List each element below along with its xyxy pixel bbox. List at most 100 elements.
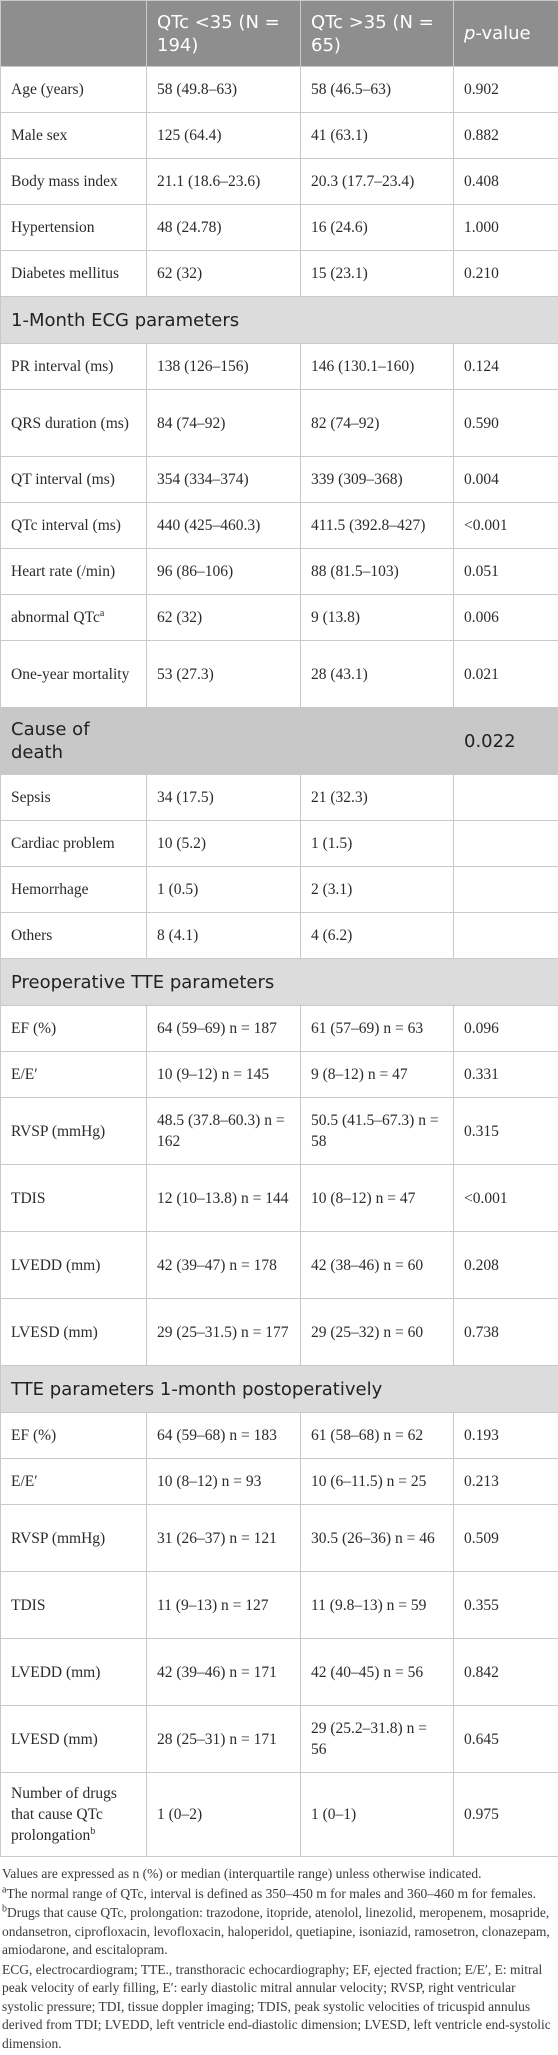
group-b-value-cell: 82 (74–92) xyxy=(300,389,454,457)
footnote-marker: a xyxy=(99,607,105,619)
footnote-text: Drugs that cause QTc, prolongation: traz… xyxy=(2,1905,550,1957)
table-row: E/E′ 10 (9–12) n = 145 9 (8–12) n = 47 0.33… xyxy=(0,1051,558,1098)
group-a-value-cell: 84 (74–92) xyxy=(146,389,301,457)
group-b-value-cell: 1 (0–1) xyxy=(300,1772,454,1857)
group-a-value-cell: 29 (25–31.5) n = 177 xyxy=(146,1298,301,1366)
table-row: Sepsis 34 (17.5) 21 (32.3) xyxy=(0,774,558,821)
section-header-row: 1-Month ECG parameters xyxy=(0,296,558,344)
pvalue-cell: 0.975 xyxy=(453,1772,558,1857)
row-label-cell: Diabetes mellitus xyxy=(0,250,147,297)
footnote-marker: b xyxy=(90,1825,96,1837)
group-b-value-cell: 58 (46.5–63) xyxy=(300,66,454,113)
header-row: QTc <35 (N = 194) QTc >35 (N = 65) p-val… xyxy=(0,0,558,67)
table-row: LVEDD (mm) 42 (39–46) n = 171 42 (40–45) n… xyxy=(0,1638,558,1706)
pvalue-cell xyxy=(453,912,558,959)
group-b-value-cell: 88 (81.5–103) xyxy=(300,548,454,595)
group-b-value-cell: 15 (23.1) xyxy=(300,250,454,297)
group-a-value-cell: 28 (25–31) n = 171 xyxy=(146,1705,301,1773)
group-b-value-cell: 411.5 (392.8–427) xyxy=(300,502,454,549)
group-b-value-cell xyxy=(300,707,454,775)
group-b-value-cell: 16 (24.6) xyxy=(300,204,454,251)
pvalue-cell: 0.842 xyxy=(453,1638,558,1706)
section-title: TTE parameters 1-month postoperatively xyxy=(0,1365,558,1413)
row-label-cell: LVESD (mm) xyxy=(0,1298,147,1366)
footnote-marker: a xyxy=(2,1884,7,1895)
table-row: QRS duration (ms) 84 (74–92) 82 (74–92) 0.5… xyxy=(0,389,558,457)
group-b-value-cell: 61 (58–68) n = 62 xyxy=(300,1412,454,1459)
table-row: Cardiac problem 10 (5.2) 1 (1.5) xyxy=(0,820,558,867)
group-b-value-cell: 9 (13.8) xyxy=(300,594,454,641)
group-b-value-cell: 4 (6.2) xyxy=(300,912,454,959)
row-label-text: Number of drugs that cause QTc prolongat… xyxy=(11,1785,117,1844)
group-a-value-cell: 12 (10–13.8) n = 144 xyxy=(146,1164,301,1232)
section-header-row: TTE parameters 1-month postoperatively xyxy=(0,1365,558,1413)
group-a-value-cell: 138 (126–156) xyxy=(146,343,301,390)
group-b-value-cell: 41 (63.1) xyxy=(300,112,454,159)
table-row: PR interval (ms) 138 (126–156) 146 (130.1–… xyxy=(0,343,558,390)
group-b-value-cell: 30.5 (26–36) n = 46 xyxy=(300,1504,454,1572)
table-row: LVESD (mm) 28 (25–31) n = 171 29 (25.2–31.… xyxy=(0,1705,558,1773)
pvalue-cell: 0.590 xyxy=(453,389,558,457)
group-b-value-cell: 9 (8–12) n = 47 xyxy=(300,1051,454,1098)
row-label-cell: QT interval (ms) xyxy=(0,456,147,503)
footnote: bDrugs that cause QTc, prolongation: tra… xyxy=(2,1904,554,1960)
section-title: 1-Month ECG parameters xyxy=(0,296,558,344)
group-b-value-cell: 61 (57–69) n = 63 xyxy=(300,1005,454,1052)
group-b-value-cell: 28 (43.1) xyxy=(300,640,454,708)
group-a-value-cell: 34 (17.5) xyxy=(146,774,301,821)
pvalue-cell: 0.051 xyxy=(453,548,558,595)
group-b-value-cell: 146 (130.1–160) xyxy=(300,343,454,390)
row-label-cell: Sepsis xyxy=(0,774,147,821)
group-a-value-cell: 42 (39–46) n = 171 xyxy=(146,1638,301,1706)
row-label-cell: E/E′ xyxy=(0,1458,147,1505)
table-footnotes: Values are expressed as n (%) or median … xyxy=(0,1857,558,2053)
pvalue-cell: 0.738 xyxy=(453,1298,558,1366)
group-a-value-cell: 58 (49.8–63) xyxy=(146,66,301,113)
pvalue-cell: 0.902 xyxy=(453,66,558,113)
footnote: Values are expressed as n (%) or median … xyxy=(2,1865,554,1884)
group-a-value-cell: 8 (4.1) xyxy=(146,912,301,959)
row-label-cell: Cause of death xyxy=(0,707,147,775)
group-a-value-cell: 31 (26–37) n = 121 xyxy=(146,1504,301,1572)
row-label-cell: LVEDD (mm) xyxy=(0,1231,147,1299)
row-label-cell: TDIS xyxy=(0,1571,147,1639)
section-header-row: Preoperative TTE parameters xyxy=(0,958,558,1006)
table-row: QTc interval (ms) 440 (425–460.3) 411.5 (3… xyxy=(0,502,558,549)
row-label-cell: Hypertension xyxy=(0,204,147,251)
group-a-value-cell: 10 (5.2) xyxy=(146,820,301,867)
group-b-value-cell: 42 (40–45) n = 56 xyxy=(300,1638,454,1706)
row-label-cell: LVESD (mm) xyxy=(0,1705,147,1773)
group-b-value-cell: 29 (25.2–31.8) n = 56 xyxy=(300,1705,454,1773)
group-a-value-cell: 21.1 (18.6–23.6) xyxy=(146,158,301,205)
table-row: TDIS 12 (10–13.8) n = 144 10 (8–12) n = 47… xyxy=(0,1164,558,1232)
header-pvalue: p-value xyxy=(453,0,558,67)
row-label-cell: QRS duration (ms) xyxy=(0,389,147,457)
group-a-value-cell: 1 (0–2) xyxy=(146,1772,301,1857)
table-row: Body mass index 21.1 (18.6–23.6) 20.3 (17.… xyxy=(0,158,558,205)
data-table-container: QTc <35 (N = 194) QTc >35 (N = 65) p-val… xyxy=(0,0,558,1857)
pvalue-cell: <0.001 xyxy=(453,502,558,549)
row-label-cell: Male sex xyxy=(0,112,147,159)
group-a-value-cell: 11 (9–13) n = 127 xyxy=(146,1571,301,1639)
group-a-value-cell: 48.5 (37.8–60.3) n = 162 xyxy=(146,1097,301,1165)
subgroup-header-row: Cause of death 0.022 xyxy=(0,707,558,775)
pvalue-cell: 0.509 xyxy=(453,1504,558,1572)
group-a-value-cell: 125 (64.4) xyxy=(146,112,301,159)
group-b-value-cell: 10 (6–11.5) n = 25 xyxy=(300,1458,454,1505)
table-row: LVESD (mm) 29 (25–31.5) n = 177 29 (25–32)… xyxy=(0,1298,558,1366)
header-label-cell xyxy=(0,0,147,67)
row-label-cell: abnormal QTca xyxy=(0,594,147,641)
pvalue-cell: 0.355 xyxy=(453,1571,558,1639)
pvalue-cell: 0.124 xyxy=(453,343,558,390)
group-b-value-cell: 10 (8–12) n = 47 xyxy=(300,1164,454,1232)
table-row: Hypertension 48 (24.78) 16 (24.6) 1.000 xyxy=(0,204,558,251)
group-a-value-cell: 48 (24.78) xyxy=(146,204,301,251)
row-label-cell: RVSP (mmHg) xyxy=(0,1097,147,1165)
table-row: Male sex 125 (64.4) 41 (63.1) 0.882 xyxy=(0,112,558,159)
group-a-value-cell: 42 (39–47) n = 178 xyxy=(146,1231,301,1299)
comparison-table: QTc <35 (N = 194) QTc >35 (N = 65) p-val… xyxy=(0,0,558,1857)
footnote-text: Values are expressed as n (%) or median … xyxy=(2,1866,482,1881)
group-b-value-cell: 339 (309–368) xyxy=(300,456,454,503)
group-b-value-cell: 50.5 (41.5–67.3) n = 58 xyxy=(300,1097,454,1165)
pvalue-cell: 0.208 xyxy=(453,1231,558,1299)
